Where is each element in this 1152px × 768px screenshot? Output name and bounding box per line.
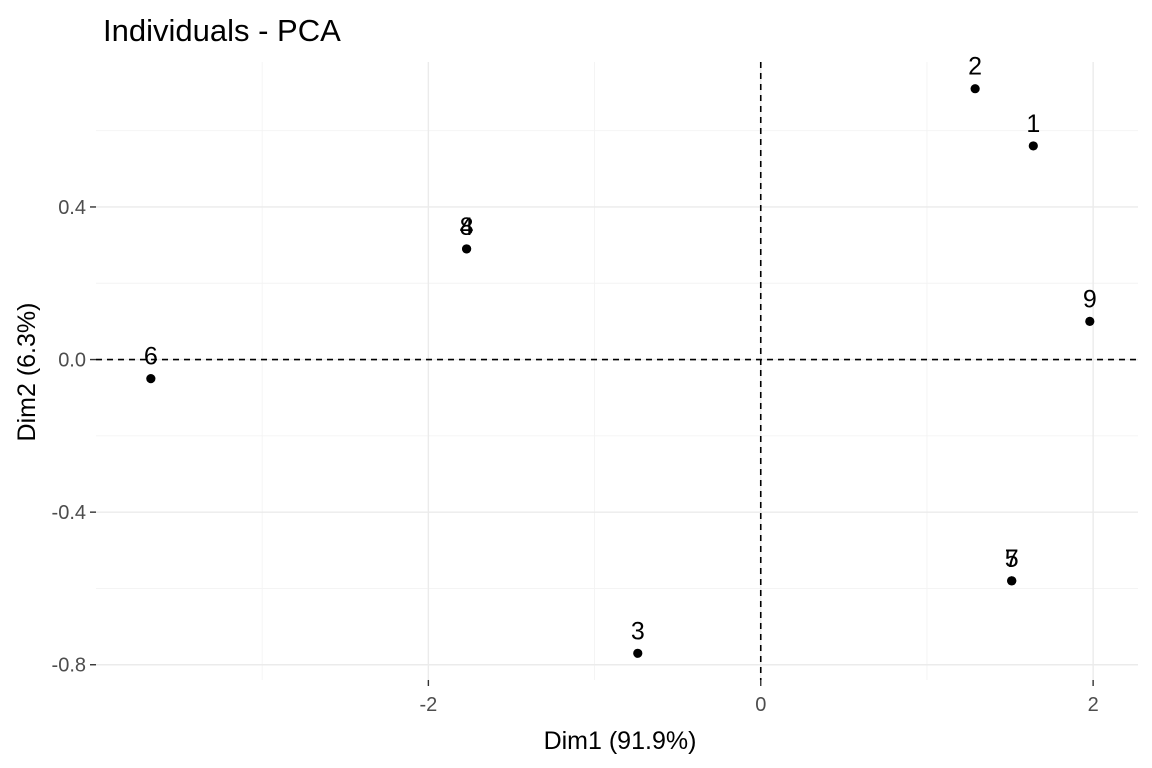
y-axis-title: Dim2 (6.3%) [13, 303, 41, 442]
y-tick-label: 0.4 [58, 197, 86, 219]
chart-title: Individuals - PCA [103, 13, 341, 48]
reference-lines [96, 62, 1138, 680]
data-point [1028, 141, 1038, 151]
point-label: 3 [631, 617, 645, 645]
point-label: 6 [144, 343, 158, 371]
major-gridlines [96, 62, 1138, 680]
point-label: 2 [968, 53, 982, 81]
y-axis-ticks: -0.8 -0.4 0.0 0.4 [52, 197, 96, 677]
y-tick-label: -0.4 [52, 502, 86, 524]
data-point [146, 374, 156, 384]
data-point [1085, 316, 1095, 327]
x-tick-label: 2 [1088, 694, 1099, 716]
data-point [633, 648, 643, 658]
x-tick-label: -2 [419, 694, 437, 716]
point-labels: 1 2 3 4 5 6 7 8 9 [144, 53, 1097, 646]
y-tick-label: -0.8 [52, 655, 86, 677]
y-tick-label: 0.0 [58, 350, 86, 372]
x-axis-title: Dim1 (91.9%) [544, 727, 697, 755]
x-axis-ticks: -2 0 2 [419, 680, 1099, 716]
data-point [1007, 576, 1017, 586]
minor-gridlines [96, 62, 1138, 680]
data-points [146, 84, 1095, 658]
point-label: 7 [1005, 545, 1019, 573]
data-point [461, 244, 472, 254]
data-point [970, 84, 980, 94]
point-label: 1 [1026, 110, 1040, 138]
point-label: 4 [460, 213, 474, 241]
x-tick-label: 0 [755, 694, 766, 716]
point-label: 5 [1005, 545, 1019, 573]
point-label: 9 [1083, 285, 1097, 313]
point-label: 8 [460, 213, 474, 241]
